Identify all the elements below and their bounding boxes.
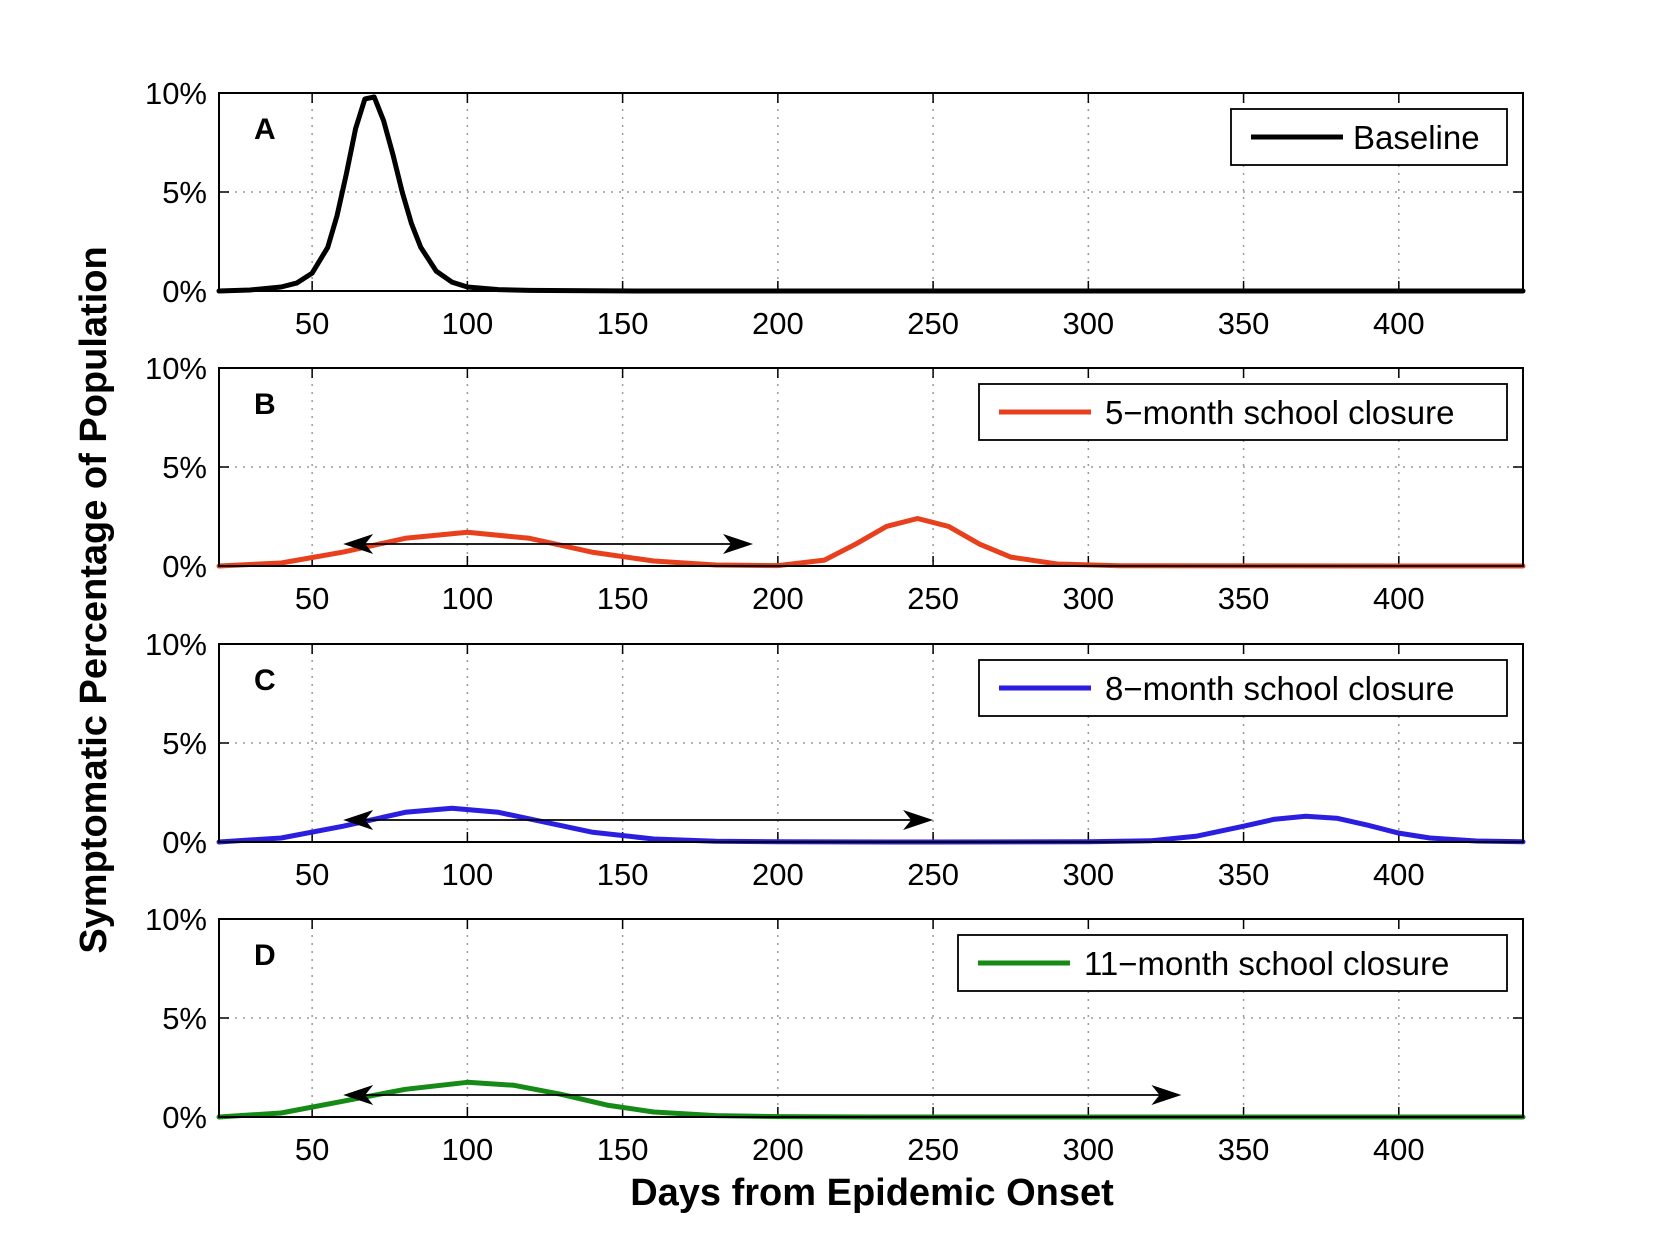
panel-b: 50 100 150 200 250 300 350 400 0% 5% 10% B 5−month s… [145, 351, 1526, 616]
x-tick-label: 50 [295, 857, 329, 892]
closure-arrow-head-left [343, 1085, 374, 1105]
x-tick-label: 200 [752, 1132, 804, 1167]
closure-arrow-head-left [343, 810, 374, 830]
y-tick-label: 10% [145, 76, 207, 111]
plot-frame [218, 918, 1524, 1118]
plot-frame [218, 643, 1524, 843]
x-tick-label: 400 [1373, 857, 1425, 892]
legend-label: 11−month school closure [1084, 945, 1449, 982]
panel-d: 50 100 150 200 250 300 350 400 0% 5% 10% D 11−month … [145, 902, 1526, 1167]
y-tick-label: 10% [145, 351, 207, 386]
panel-letter: A [254, 113, 276, 146]
y-tick-label: 10% [145, 902, 207, 937]
panel-letter: D [254, 939, 276, 972]
x-tick-label: 100 [442, 1132, 494, 1167]
closure-arrow-head-right [723, 534, 754, 554]
panel-letter: B [254, 388, 276, 421]
x-tick-label: 300 [1062, 581, 1114, 616]
y-tick-label: 0% [162, 1100, 207, 1135]
x-tick-label: 50 [295, 581, 329, 616]
legend-box [1230, 108, 1508, 166]
x-tick-label: 150 [597, 1132, 649, 1167]
series-line-d [216, 1079, 1526, 1120]
y-tick-label: 10% [145, 627, 207, 662]
legend-label: Baseline [1353, 119, 1480, 156]
x-tick-label: 150 [597, 857, 649, 892]
panel-letter: C [254, 664, 276, 697]
x-tick-label: 50 [295, 306, 329, 341]
x-tick-label: 50 [295, 1132, 329, 1167]
x-tick-label: 200 [752, 581, 804, 616]
y-tick-label: 5% [162, 726, 207, 761]
x-tick-label: 350 [1218, 1132, 1270, 1167]
x-tick-label: 250 [907, 581, 959, 616]
x-tick-label: 350 [1218, 581, 1270, 616]
x-tick-label: 400 [1373, 306, 1425, 341]
x-tick-label: 400 [1373, 1132, 1425, 1167]
x-tick-label: 350 [1218, 306, 1270, 341]
x-tick-label: 400 [1373, 581, 1425, 616]
x-tick-label: 100 [442, 306, 494, 341]
y-tick-label: 5% [162, 175, 207, 210]
x-tick-label: 300 [1062, 306, 1114, 341]
panel-a: 50 100 150 200 250 300 350 400 0% 5% 10% A Baseline [145, 76, 1526, 341]
x-tick-label: 200 [752, 857, 804, 892]
legend-label: 8−month school closure [1105, 670, 1454, 707]
x-tick-label: 250 [907, 857, 959, 892]
closure-arrow-head-right [903, 810, 934, 830]
y-tick-label: 5% [162, 1001, 207, 1036]
x-tick-label: 250 [907, 1132, 959, 1167]
x-tick-label: 200 [752, 306, 804, 341]
closure-arrow-head-left [343, 534, 374, 554]
panel-c: 50 100 150 200 250 300 350 400 0% 5% 10% C 8−month s… [145, 627, 1526, 892]
plot-frame [218, 92, 1524, 292]
x-tick-label: 100 [442, 857, 494, 892]
y-tick-label: 5% [162, 450, 207, 485]
legend-label: 5−month school closure [1105, 394, 1454, 431]
y-axis-title: Symptomatic Percentage of Population [73, 246, 115, 953]
closure-arrow-head-right [1151, 1085, 1182, 1105]
plot-frame [218, 367, 1524, 567]
y-tick-label: 0% [162, 274, 207, 309]
x-tick-label: 300 [1062, 1132, 1114, 1167]
y-tick-label: 0% [162, 825, 207, 860]
x-tick-label: 150 [597, 306, 649, 341]
y-tick-label: 0% [162, 549, 207, 584]
x-tick-label: 350 [1218, 857, 1270, 892]
x-tick-label: 100 [442, 581, 494, 616]
x-axis-title: Days from Epidemic Onset [630, 1172, 1114, 1214]
x-tick-label: 150 [597, 581, 649, 616]
series-line-b [216, 516, 1526, 569]
x-tick-label: 300 [1062, 857, 1114, 892]
series-line-c [216, 805, 1526, 845]
x-tick-label: 250 [907, 306, 959, 341]
